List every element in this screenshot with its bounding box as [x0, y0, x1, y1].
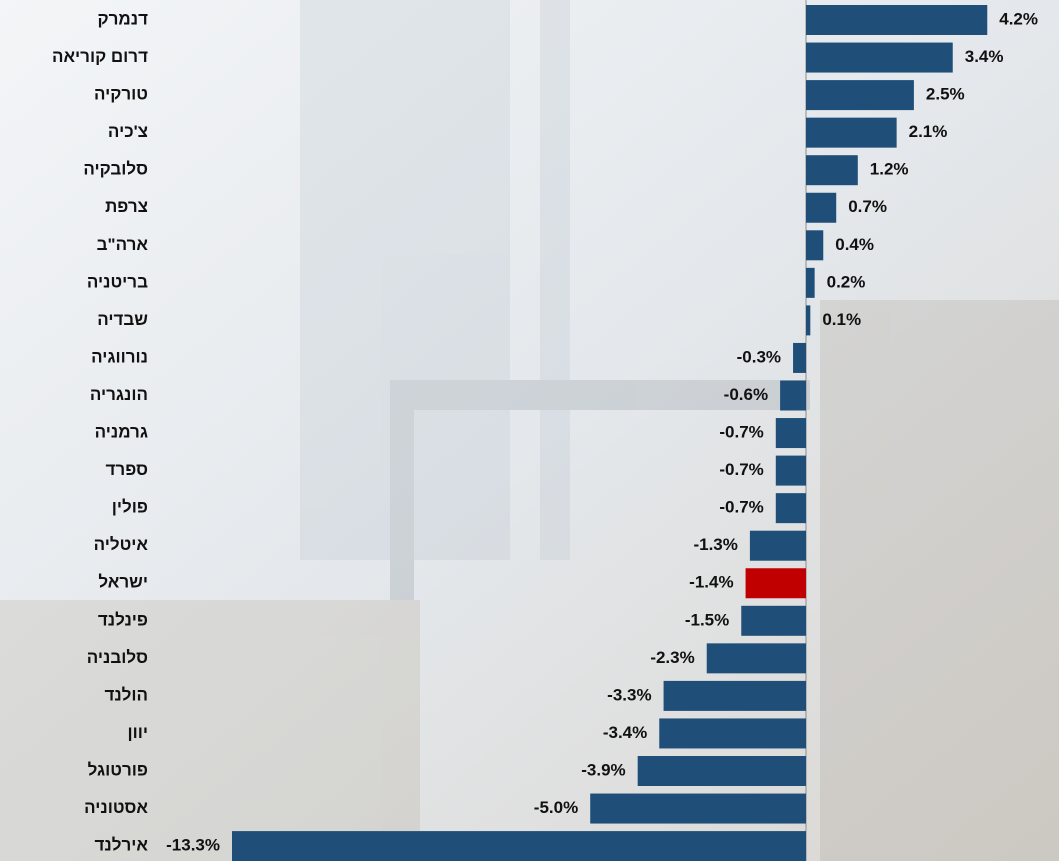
- value-label: 2.5%: [926, 85, 965, 104]
- bar: [232, 831, 806, 861]
- category-label: איטליה: [94, 535, 149, 554]
- bar: [745, 568, 806, 599]
- bar: [590, 793, 806, 824]
- bar: [663, 680, 806, 711]
- bar: [806, 42, 953, 73]
- category-label: דרום קוריאה: [52, 47, 148, 66]
- value-label: -3.4%: [603, 723, 647, 742]
- bar: [775, 418, 806, 449]
- category-label: אסטוניה: [84, 798, 148, 817]
- value-label: -0.7%: [719, 498, 763, 517]
- category-label: טורקיה: [94, 85, 148, 104]
- value-label: -3.3%: [607, 685, 651, 704]
- value-label: -5.0%: [534, 798, 578, 817]
- category-label: צרפת: [105, 197, 148, 216]
- value-label: -1.3%: [693, 535, 737, 554]
- value-label: -0.7%: [719, 460, 763, 479]
- bar: [806, 5, 988, 35]
- category-label: ספרד: [106, 460, 148, 479]
- category-label: דנמרק: [98, 9, 149, 28]
- bar: [741, 605, 806, 636]
- value-label: 0.2%: [827, 272, 866, 291]
- bar: [806, 192, 837, 223]
- bar: [659, 718, 806, 749]
- value-label: 1.2%: [870, 160, 909, 179]
- bar: [775, 493, 806, 524]
- value-label: -0.6%: [724, 385, 768, 404]
- value-label: 0.4%: [835, 235, 874, 254]
- category-label: פולין: [112, 498, 148, 517]
- bar: [806, 80, 914, 111]
- bar: [775, 455, 806, 486]
- category-label: יוון: [127, 723, 148, 742]
- category-label: סלובקיה: [83, 160, 148, 179]
- category-label: גרמניה: [95, 423, 148, 442]
- bar: [806, 267, 815, 298]
- bar: [806, 230, 824, 261]
- category-label: הולנד: [104, 685, 148, 704]
- bar: [637, 756, 806, 786]
- value-label: 3.4%: [965, 47, 1004, 66]
- category-label: צ'כיה: [108, 122, 148, 141]
- category-label: פורטוגל: [88, 760, 148, 779]
- category-label: נורווגיה: [91, 347, 148, 366]
- category-label: אירלנד: [95, 836, 149, 855]
- value-label: -2.3%: [650, 648, 694, 667]
- bar: [749, 530, 806, 561]
- bar: [780, 380, 806, 411]
- value-label: -1.5%: [685, 610, 729, 629]
- category-label: הונגריה: [90, 385, 148, 404]
- value-label: -13.3%: [166, 836, 220, 855]
- value-label: 4.2%: [999, 9, 1038, 28]
- value-label: -1.4%: [689, 573, 733, 592]
- category-label: שבדיה: [97, 310, 148, 329]
- bar: [806, 305, 811, 336]
- bar: [806, 155, 858, 186]
- bar: [806, 117, 897, 148]
- bar: [793, 342, 806, 373]
- category-label: ארה"ב: [97, 235, 149, 254]
- value-label: 0.7%: [848, 197, 887, 216]
- value-label: 0.1%: [822, 310, 861, 329]
- value-label: -0.3%: [737, 347, 781, 366]
- bar: [706, 643, 806, 674]
- category-label: ישראל: [98, 573, 148, 592]
- category-label: פינלנד: [98, 610, 148, 629]
- category-label: סלובניה: [87, 648, 148, 667]
- value-label: 2.1%: [909, 122, 948, 141]
- value-label: -0.7%: [719, 423, 763, 442]
- value-label: -3.9%: [581, 760, 625, 779]
- category-label: בריטניה: [87, 272, 148, 291]
